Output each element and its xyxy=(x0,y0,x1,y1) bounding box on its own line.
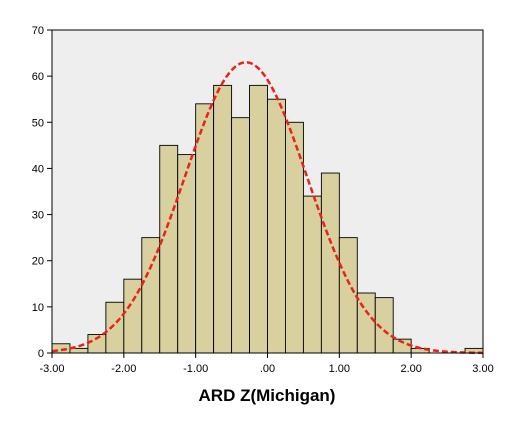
x-tick-label: -3.00 xyxy=(39,363,64,375)
histogram-bar xyxy=(320,172,340,354)
histogram-bar xyxy=(356,292,376,354)
y-tick-label: 40 xyxy=(32,163,44,175)
x-tick-label: -1.00 xyxy=(183,363,208,375)
histogram-bar xyxy=(302,195,322,354)
histogram-bar xyxy=(338,237,358,354)
y-tick-label: 50 xyxy=(32,117,44,129)
histogram-bar xyxy=(159,144,179,354)
histogram-bar xyxy=(267,98,286,354)
x-tick-label: 1.00 xyxy=(329,363,350,375)
x-tick-label: -2.00 xyxy=(111,363,136,375)
y-tick-label: 0 xyxy=(38,348,44,360)
histogram-bars xyxy=(51,84,484,354)
y-tick-label: 30 xyxy=(32,210,44,222)
histogram-bar xyxy=(141,237,161,354)
histogram-bar xyxy=(231,117,250,354)
histogram-bar xyxy=(249,84,268,354)
x-axis-ticks: -3.00 -2.00 -1.00 .00 1.00 2.00 3.00 xyxy=(39,353,494,375)
y-tick-label: 60 xyxy=(32,71,44,83)
x-tick-label: 2.00 xyxy=(400,363,421,375)
x-tick-label: .00 xyxy=(260,363,275,375)
histogram-bar xyxy=(105,301,125,354)
y-axis-ticks: 0 10 20 30 40 50 60 70 xyxy=(32,25,52,360)
histogram-bar xyxy=(213,84,233,354)
y-tick-label: 70 xyxy=(32,25,44,37)
y-tick-label: 10 xyxy=(32,302,44,314)
y-tick-label: 20 xyxy=(32,256,44,268)
normal-curve xyxy=(51,61,484,355)
x-axis-title: ARD Z(Michigan) xyxy=(199,386,336,405)
histogram-bar xyxy=(177,154,197,354)
x-tick-label: 3.00 xyxy=(472,363,493,375)
